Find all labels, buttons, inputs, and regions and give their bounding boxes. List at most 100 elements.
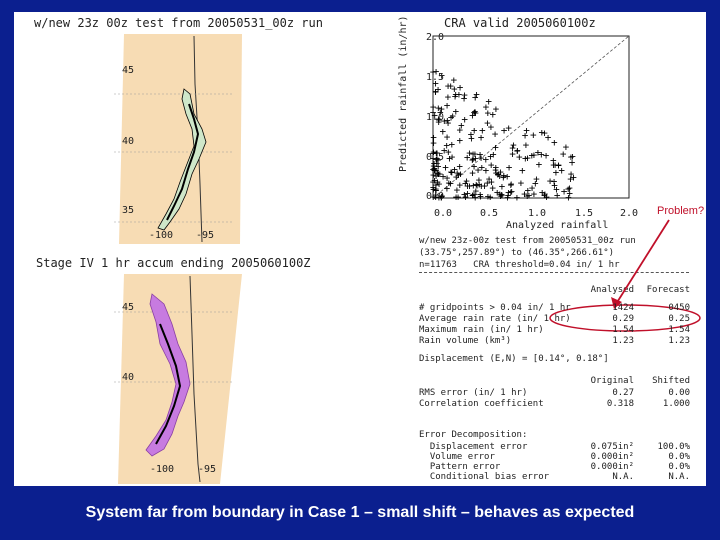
scatter-point: + — [488, 176, 495, 189]
scatter-point: + — [464, 151, 471, 164]
scatter-point: + — [516, 150, 523, 163]
error-row-0-col2: 0.00 — [668, 388, 690, 398]
scatter-point: + — [530, 128, 537, 141]
scatter-point: + — [494, 186, 501, 199]
scatter-point: + — [524, 184, 531, 197]
scatter-point: + — [509, 141, 516, 154]
scatter-point: + — [496, 169, 503, 182]
scatter-point: + — [476, 178, 483, 191]
scatter-point: + — [452, 105, 459, 118]
scatter-point: + — [430, 152, 437, 165]
scatter-point: + — [493, 167, 500, 180]
scatter-title: CRA valid 2005060100z — [444, 16, 596, 30]
scatter-point: + — [433, 169, 440, 182]
scatter-point: + — [568, 167, 575, 180]
scatter-point: + — [472, 106, 479, 119]
scatter-point: + — [436, 167, 443, 180]
stats-header-2: (33.75°,257.89°) to (46.35°,266.61°) — [419, 248, 615, 258]
scatter-point: + — [536, 158, 543, 171]
scatter-point: + — [448, 166, 455, 179]
scatter-x-tick-4: 2.0 — [620, 208, 639, 219]
scatter-point: + — [452, 88, 459, 101]
scatter-point: + — [434, 167, 441, 180]
scatter-point: + — [524, 152, 531, 165]
error-row-1-label: Correlation coefficient — [419, 399, 544, 409]
scatter-y-tick-4: 2.0 — [426, 32, 445, 43]
scatter-point: + — [550, 154, 557, 167]
scatter-point: + — [445, 146, 452, 159]
scatter-point: + — [444, 114, 451, 127]
scatter-point: + — [430, 169, 437, 182]
scatter-point: + — [450, 74, 457, 87]
scatter-point: + — [430, 181, 437, 194]
stats-row-3-label: Rain volume (km³) — [419, 336, 512, 346]
scatter-point: + — [432, 85, 439, 98]
scatter-point: + — [454, 184, 461, 197]
annotation-overlay — [549, 219, 701, 332]
scatter-point: + — [506, 161, 513, 174]
scatter-point: + — [470, 153, 477, 166]
scatter-point: + — [436, 191, 443, 204]
scatter-point: + — [461, 89, 468, 102]
stats-row-1-col2: 0.25 — [668, 314, 690, 324]
scatter-point: + — [456, 124, 463, 137]
scatter-point: + — [498, 188, 505, 201]
top-lon-95: -95 — [196, 230, 215, 241]
scatter-point: + — [448, 138, 455, 151]
scatter-point: + — [554, 189, 561, 202]
scatter-point: + — [487, 150, 494, 163]
scatter-point: + — [477, 148, 484, 161]
scatter-point: + — [495, 168, 502, 181]
scatter-point: + — [500, 171, 507, 184]
scatter-plot: ++++++++ ++++++++++++++++++++++++++++++++… — [430, 35, 630, 204]
scatter-point: + — [433, 147, 440, 160]
scatter-point: + — [456, 178, 463, 191]
scatter-point: + — [444, 171, 451, 184]
scatter-point: + — [528, 149, 535, 162]
scatter-y-tick-0: 0.0 — [426, 191, 445, 202]
scatter-point: + — [472, 91, 479, 104]
scatter-xlabel: Analyzed rainfall — [506, 220, 609, 231]
scatter-point: + — [551, 179, 558, 192]
bottom-map — [114, 274, 242, 484]
scatter-point: + — [555, 158, 562, 171]
scatter-point: + — [431, 157, 438, 170]
scatter-point: + — [488, 158, 495, 171]
scatter-point: + — [447, 177, 454, 190]
scatter-point: + — [508, 185, 515, 198]
scatter-point: + — [524, 190, 531, 203]
scatter-point: + — [431, 164, 438, 177]
scatter-point: + — [552, 159, 559, 172]
stats-header-3: n=11763 CRA threshold=0.04 in/ 1 hr — [419, 260, 620, 270]
scatter-point: + — [523, 139, 530, 152]
scatter-point: + — [438, 103, 445, 116]
scatter-point: + — [431, 174, 438, 187]
scatter-point: + — [494, 168, 501, 181]
scatter-point: + — [555, 159, 562, 172]
scatter-point: + — [514, 144, 521, 157]
scatter-point: + — [484, 177, 491, 190]
scatter-point: + — [453, 191, 460, 204]
top-map — [114, 34, 242, 244]
scatter-point: + — [526, 189, 533, 202]
scatter-point: + — [430, 146, 437, 159]
scatter-point: + — [508, 177, 515, 190]
scatter-point: + — [538, 148, 545, 161]
scatter-y-tick-3: 1.5 — [426, 72, 445, 83]
scatter-point: + — [561, 185, 568, 198]
scatter-point: + — [492, 164, 499, 177]
scatter-x-tick-2: 1.0 — [528, 208, 547, 219]
top-lon-100: -100 — [149, 230, 174, 241]
scatter-point: + — [472, 185, 479, 198]
scatter-point: + — [469, 109, 476, 122]
stats-row-2-col2: 1.54 — [668, 325, 690, 335]
scatter-point: + — [442, 161, 449, 174]
scatter-point: + — [484, 117, 491, 130]
scatter-point: + — [430, 66, 437, 79]
scatter-point: + — [533, 173, 540, 186]
scatter-point: + — [440, 170, 447, 183]
scatter-point: + — [464, 187, 471, 200]
scatter-point: + — [455, 191, 462, 204]
decomp-row-1-col2: 0.0% — [668, 452, 690, 462]
scatter-point: + — [509, 148, 516, 161]
